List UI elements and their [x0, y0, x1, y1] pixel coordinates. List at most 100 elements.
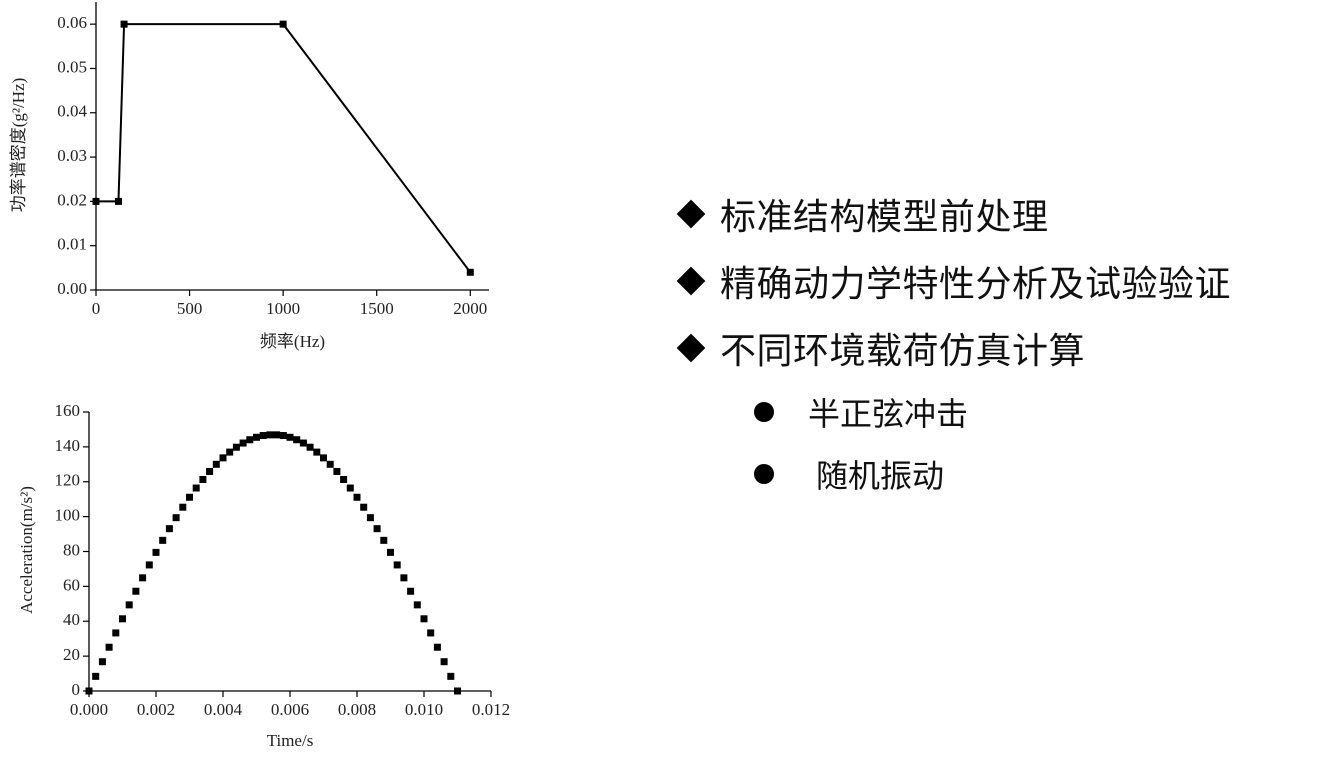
- marker: [85, 687, 93, 695]
- y-tick-label: 80: [63, 540, 80, 559]
- marker: [139, 574, 147, 582]
- charts: 0.000.010.020.030.040.050.060 500 1000 1500…: [9, 2, 510, 750]
- marker: [454, 687, 461, 695]
- marker: [259, 432, 267, 440]
- marker: [179, 503, 187, 511]
- sub-bullet-text: 随机振动: [816, 457, 945, 495]
- marker: [125, 601, 133, 609]
- marker: [360, 503, 368, 511]
- marker: [373, 525, 381, 533]
- x-tick-label: 1000: [266, 299, 300, 318]
- y-tick-label: 40: [63, 610, 80, 629]
- marker: [206, 467, 214, 475]
- marker: [253, 433, 260, 441]
- marker: [380, 536, 388, 544]
- marker: [286, 433, 294, 441]
- marker: [433, 643, 441, 651]
- marker: [212, 460, 220, 468]
- marker: [400, 574, 408, 582]
- sub-bullet: 半正弦冲击: [678, 381, 1231, 443]
- bullet: 不同环境载荷仿真计算: [676, 314, 1231, 381]
- marker: [313, 448, 321, 456]
- y-tick-label: 100: [55, 506, 81, 525]
- marker: [132, 587, 140, 595]
- marker: [152, 548, 160, 556]
- bullet-list: 标准结构模型前处理 精确动力学特性分析及试验验证 不同环境载荷仿真计算 半正弦冲…: [676, 180, 1232, 505]
- marker: [232, 443, 240, 451]
- marker: [333, 467, 341, 475]
- dot-icon: [754, 464, 774, 484]
- y-axis-label: Acceleration(m/s²): [17, 486, 36, 614]
- marker: [420, 615, 428, 623]
- marker: [393, 561, 401, 569]
- series-line: [96, 23, 472, 273]
- y-axis-label: 功率谱密度(g²/Hz): [9, 78, 28, 212]
- marker: [186, 493, 193, 501]
- marker: [326, 460, 334, 468]
- y-tick-label: 0.05: [57, 57, 87, 76]
- bullet-text: 精确动力学特性分析及试验验证: [720, 263, 1232, 305]
- marker: [199, 475, 207, 483]
- x-tick-label: 1500: [360, 299, 394, 318]
- marker: [172, 514, 180, 522]
- marker: [119, 615, 126, 623]
- marker: [165, 525, 173, 533]
- marker: [306, 443, 314, 451]
- marker: [413, 601, 421, 609]
- marker: [192, 484, 200, 492]
- marker: [266, 431, 274, 439]
- y-tick-label: 140: [55, 436, 81, 455]
- marker: [353, 493, 361, 501]
- x-axis-label: 频率(Hz): [260, 332, 325, 351]
- x-tick-label: 0.000: [70, 700, 108, 719]
- y-tick-label: 120: [55, 471, 81, 490]
- diamond-icon: [676, 333, 706, 362]
- bullet-text: 标准结构模型前处理: [720, 196, 1049, 238]
- marker: [366, 514, 374, 522]
- marker: [98, 658, 106, 666]
- marker: [246, 436, 254, 444]
- diamond-icon: [676, 266, 706, 295]
- y-tick-label: 0.02: [57, 190, 87, 209]
- x-tick-label: 0.008: [338, 700, 376, 719]
- x-tick-label: 0: [92, 299, 101, 318]
- bullet: 标准结构模型前处理: [676, 180, 1231, 247]
- marker: [299, 439, 307, 447]
- marker: [447, 672, 455, 680]
- marker: [466, 268, 474, 276]
- x-tick-label: 2000: [453, 299, 487, 318]
- marker: [112, 629, 120, 637]
- x-tick-label: 0.004: [204, 700, 243, 719]
- marker: [105, 643, 113, 651]
- bullet: 精确动力学特性分析及试验验证: [676, 247, 1232, 314]
- marker: [92, 197, 100, 205]
- marker: [407, 587, 415, 595]
- y-tick-label: 0.06: [57, 13, 87, 32]
- marker: [273, 431, 281, 439]
- y-tick-label: 0.00: [57, 279, 87, 298]
- marker: [279, 20, 287, 28]
- sub-bullet-text: 半正弦冲击: [808, 395, 969, 433]
- x-tick-label: 0.002: [137, 700, 175, 719]
- dot-icon: [754, 402, 774, 422]
- marker: [114, 197, 122, 205]
- bullet-text: 不同环境载荷仿真计算: [720, 330, 1086, 372]
- marker: [219, 454, 227, 462]
- x-tick-label: 0.012: [472, 700, 510, 719]
- x-tick-label: 500: [177, 299, 203, 318]
- marker: [440, 658, 448, 666]
- y-tick-label: 0.01: [57, 235, 87, 254]
- y-tick-label: 0.03: [57, 146, 87, 165]
- marker: [159, 536, 167, 544]
- marker: [279, 432, 287, 440]
- marker: [120, 20, 128, 28]
- y-tick-label: 160: [55, 401, 81, 420]
- marker: [293, 436, 301, 444]
- y-tick-label: 0: [72, 680, 81, 699]
- y-tick-label: 60: [63, 575, 80, 594]
- marker: [346, 484, 354, 492]
- diamond-icon: [676, 199, 706, 228]
- marker: [340, 475, 348, 483]
- marker: [320, 454, 327, 462]
- marker: [226, 448, 234, 456]
